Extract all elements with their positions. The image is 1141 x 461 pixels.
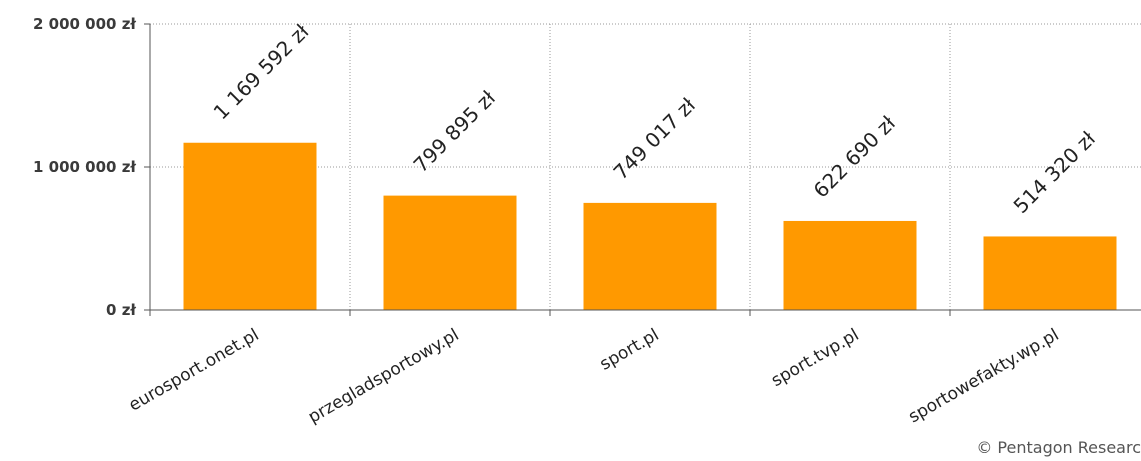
bar	[583, 202, 717, 310]
bar	[783, 220, 917, 310]
bar	[383, 195, 517, 310]
x-tick-label: sport.tvp.pl	[768, 325, 862, 391]
data-label: 514 320 zł	[1009, 126, 1101, 218]
data-label: 799 895 zł	[409, 86, 501, 178]
x-tick-label: przegladsportowy.pl	[305, 325, 463, 428]
y-tick-label: 2 000 000 zł	[33, 15, 136, 33]
data-label: 1 169 592 zł	[209, 19, 314, 124]
x-tick-label: sportowefakty.wp.pl	[905, 325, 1062, 427]
data-label: 749 017 zł	[609, 93, 701, 185]
x-tick-label: eurosport.onet.pl	[126, 325, 263, 416]
x-tick-label: sport.pl	[597, 325, 663, 375]
credit-text: © Pentagon Researc	[976, 438, 1141, 457]
y-tick-label: 0 zł	[106, 301, 136, 319]
y-tick-label: 1 000 000 zł	[33, 158, 136, 176]
bar	[183, 142, 317, 310]
data-label: 622 690 zł	[809, 111, 901, 203]
bar	[983, 236, 1117, 310]
